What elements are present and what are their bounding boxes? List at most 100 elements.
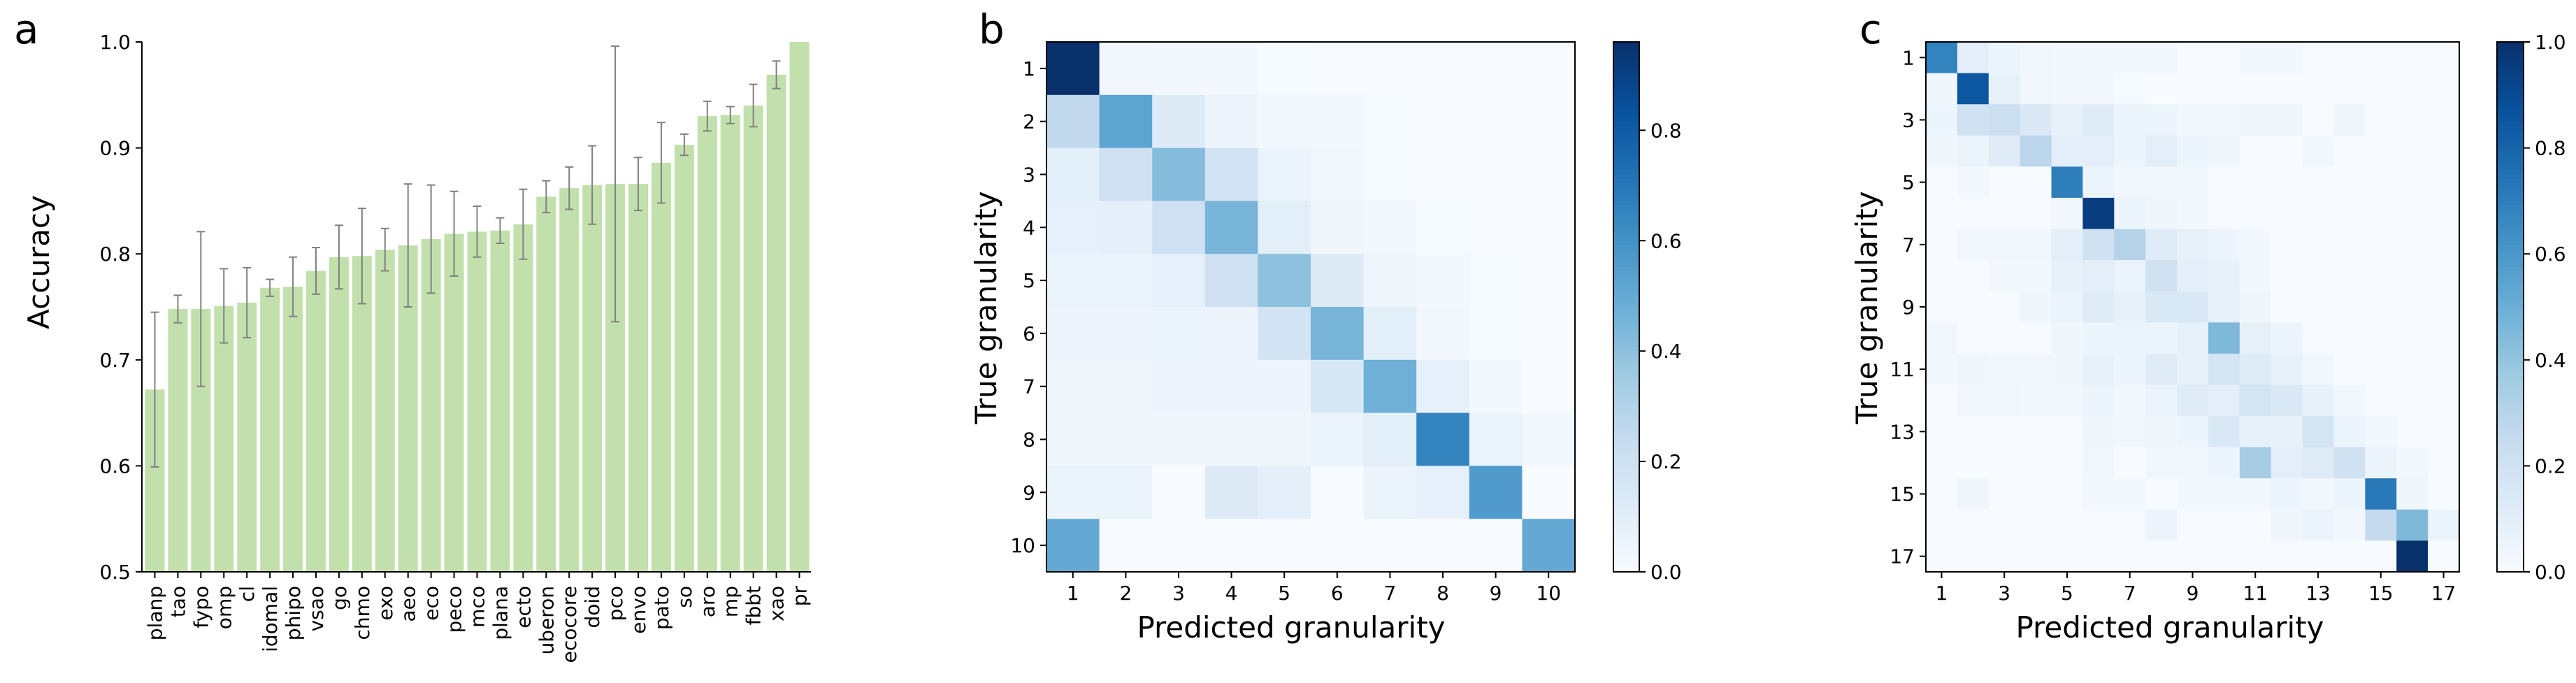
colorbar-segment bbox=[1613, 143, 1639, 149]
colorbar-segment bbox=[2497, 267, 2524, 273]
heatmap-cell bbox=[1204, 148, 1258, 201]
heatmap-cell bbox=[2396, 166, 2429, 199]
heatmap-cell bbox=[1988, 478, 2021, 510]
colorbar-segment bbox=[1613, 492, 1639, 498]
colorbar-segment bbox=[1613, 461, 1639, 466]
heatmap-cell bbox=[2396, 104, 2429, 136]
y-tick-label: 6 bbox=[1023, 322, 1035, 345]
colorbar-segment bbox=[2497, 403, 2524, 409]
heatmap-cell bbox=[2114, 291, 2146, 323]
heatmap-cell bbox=[2333, 540, 2366, 573]
colorbar-tick-label: 0.8 bbox=[2535, 137, 2566, 160]
heatmap-cell bbox=[2428, 197, 2460, 230]
heatmap-cell bbox=[1258, 148, 1311, 201]
heatmap-cell bbox=[2271, 478, 2303, 510]
colorbar-segment bbox=[2497, 222, 2524, 228]
heatmap-cell bbox=[1258, 466, 1311, 519]
heatmap-cell bbox=[2177, 478, 2209, 510]
heatmap-cell bbox=[1099, 466, 1153, 519]
heatmap-cell bbox=[1988, 540, 2021, 573]
heatmap-cell bbox=[1046, 519, 1100, 573]
heatmap-cell bbox=[2051, 353, 2083, 385]
heatmap-cell bbox=[2145, 104, 2178, 136]
colorbar-segment bbox=[1613, 527, 1639, 533]
colorbar-segment bbox=[2497, 540, 2524, 546]
colorbar-segment bbox=[1613, 403, 1639, 409]
heatmap-cell bbox=[1204, 466, 1258, 519]
heatmap-cell bbox=[2051, 73, 2083, 105]
colorbar-segment bbox=[2497, 121, 2524, 127]
heatmap-cell bbox=[2365, 478, 2397, 510]
colorbar-segment bbox=[1613, 236, 1639, 241]
heatmap-cell bbox=[2271, 42, 2303, 74]
heatmap-cell bbox=[1926, 353, 1958, 385]
colorbar-segment bbox=[1613, 183, 1639, 189]
colorbar-segment bbox=[1613, 351, 1639, 357]
colorbar-tick-label: 0.6 bbox=[1650, 229, 1682, 252]
colorbar-segment bbox=[1613, 373, 1639, 378]
y-tick-label: 7 bbox=[1902, 233, 1915, 257]
y-tick-label: 0.5 bbox=[99, 561, 131, 584]
y-tick-label: 5 bbox=[1902, 171, 1915, 194]
colorbar-segment bbox=[2497, 554, 2524, 559]
x-tick-label: mco bbox=[466, 586, 489, 628]
colorbar-segment bbox=[2497, 333, 2524, 338]
heatmap-cell bbox=[1311, 201, 1365, 254]
y-tick-label: 15 bbox=[1890, 483, 1915, 506]
bar-pato bbox=[651, 162, 671, 573]
colorbar-segment bbox=[2497, 143, 2524, 149]
heatmap-cell bbox=[1152, 254, 1206, 308]
heatmap-cell bbox=[2145, 540, 2178, 573]
heatmap-cell bbox=[2271, 73, 2303, 105]
colorbar-segment bbox=[2497, 496, 2524, 502]
heatmap-cell bbox=[2177, 104, 2209, 136]
heatmap-cell bbox=[2114, 384, 2146, 417]
heatmap-cell bbox=[2145, 291, 2178, 323]
colorbar-segment bbox=[1613, 73, 1639, 78]
heatmap-cell bbox=[2239, 166, 2272, 199]
heatmap-cell bbox=[2333, 509, 2366, 541]
heatmap-cell bbox=[2051, 291, 2083, 323]
x-tick-label: fbbt bbox=[742, 586, 765, 625]
colorbar-segment bbox=[1613, 456, 1639, 462]
x-tick-label: 17 bbox=[2431, 582, 2456, 605]
heatmap-cell bbox=[1957, 229, 1989, 261]
heatmap-cell bbox=[2145, 197, 2178, 230]
heatmap-cell bbox=[1522, 254, 1576, 308]
heatmap-cell bbox=[2114, 416, 2146, 448]
heatmap-cell bbox=[2082, 478, 2115, 510]
colorbar-segment bbox=[2497, 487, 2524, 493]
y-tick-label: 0.9 bbox=[99, 137, 131, 160]
heatmap-cell bbox=[2302, 135, 2334, 167]
heatmap-cell bbox=[1204, 412, 1258, 466]
heatmap-cell bbox=[2271, 166, 2303, 199]
colorbar-segment bbox=[2497, 165, 2524, 171]
colorbar-segment bbox=[1613, 254, 1639, 259]
colorbar-segment bbox=[1613, 439, 1639, 445]
colorbar-tick-label: 0.8 bbox=[1650, 119, 1682, 142]
heatmap-cell bbox=[2365, 540, 2397, 573]
heatmap-cell bbox=[1926, 384, 1958, 417]
heatmap-cell bbox=[1926, 135, 1958, 167]
heatmap-cell bbox=[2428, 260, 2460, 292]
colorbar-segment bbox=[1613, 294, 1639, 299]
heatmap-cell bbox=[2051, 42, 2083, 74]
heatmap-cell bbox=[1469, 201, 1523, 254]
heatmap-cell bbox=[2333, 166, 2366, 199]
heatmap-cell bbox=[2145, 322, 2178, 354]
colorbar-segment bbox=[1613, 395, 1639, 401]
heatmap-cell bbox=[2302, 104, 2334, 136]
heatmap-cell bbox=[2177, 197, 2209, 230]
colorbar-segment bbox=[2497, 262, 2524, 268]
colorbar-segment bbox=[2497, 99, 2524, 105]
colorbar-segment bbox=[2497, 289, 2524, 294]
colorbar-segment bbox=[1613, 117, 1639, 122]
bar-chmo bbox=[352, 256, 372, 572]
heatmap-cell bbox=[2239, 260, 2272, 292]
heatmap-cell bbox=[2177, 135, 2209, 167]
heatmap-cell bbox=[1957, 104, 1989, 136]
colorbar-segment bbox=[1613, 86, 1639, 92]
heatmap-cell bbox=[2271, 135, 2303, 167]
heatmap-cell bbox=[2020, 384, 2052, 417]
heatmap-cell bbox=[2428, 73, 2460, 105]
